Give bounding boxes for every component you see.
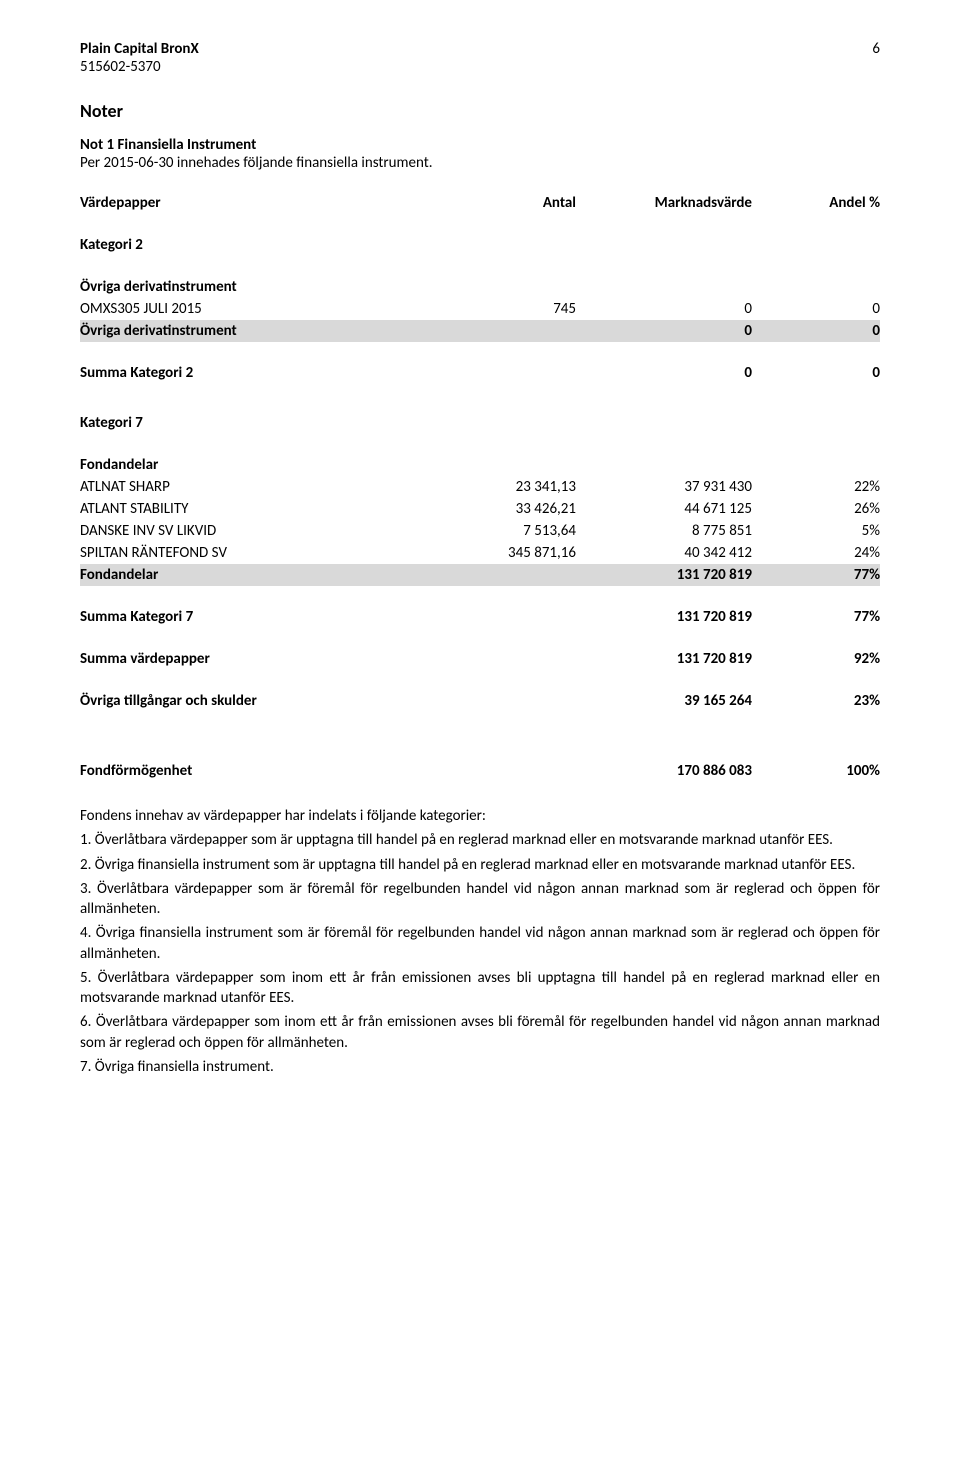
- cell-mv: 131 720 819: [576, 648, 752, 670]
- list-item: 6. Överlåtbara värdepapper som inom ett …: [80, 1012, 880, 1053]
- kat7-sum: Summa Kategori 7 131 720 819 77%: [80, 606, 880, 628]
- org-number: 515602-5370: [80, 58, 880, 76]
- cell-pct: 0: [752, 298, 880, 320]
- cell-pct: 77%: [752, 564, 880, 586]
- note1-sub: Per 2015-06-30 innehades följande finans…: [80, 154, 880, 172]
- col-marknadsvarde: Marknadsvärde: [576, 192, 752, 214]
- section-heading-noter: Noter: [80, 100, 880, 122]
- page: 6 Plain Capital BronX 515602-5370 Noter …: [0, 0, 960, 1141]
- table-row: SPILTAN RÄNTEFOND SV 345 871,16 40 342 4…: [80, 542, 880, 564]
- cell-name: ATLNAT SHARP: [80, 476, 448, 498]
- cell-name: DANSKE INV SV LIKVID: [80, 520, 448, 542]
- cell-name: Summa värdepapper: [80, 648, 448, 670]
- cell-mv: 0: [576, 362, 752, 384]
- cell-pct: 92%: [752, 648, 880, 670]
- categories-explainer: Fondens innehav av värdepapper har indel…: [80, 806, 880, 1077]
- kat7-group-header: Fondandelar: [80, 454, 880, 476]
- cell-name: Summa Kategori 7: [80, 606, 448, 628]
- table-header-row: Värdepapper Antal Marknadsvärde Andel %: [80, 192, 880, 214]
- summa-vardepapper: Summa värdepapper 131 720 819 92%: [80, 648, 880, 670]
- cell-pct: 24%: [752, 542, 880, 564]
- note1-title: Not 1 Finansiella Instrument: [80, 136, 880, 154]
- kat2-group-sum: Övriga derivatinstrument 0 0: [80, 320, 880, 342]
- cell-name: Övriga derivatinstrument: [80, 320, 448, 342]
- cell-antal: 23 341,13: [448, 476, 576, 498]
- doc-title: Plain Capital BronX: [80, 40, 880, 58]
- kat2-group-header: Övriga derivatinstrument: [80, 276, 880, 298]
- kat7-label: Kategori 7: [80, 412, 448, 434]
- col-vardepapper: Värdepapper: [80, 192, 448, 214]
- cell-antal: 345 871,16: [448, 542, 576, 564]
- cell-mv: 0: [576, 298, 752, 320]
- table-row: OMXS305 JULI 2015 745 0 0: [80, 298, 880, 320]
- cell-name: Summa Kategori 2: [80, 362, 448, 384]
- cell-antal: 745: [448, 298, 576, 320]
- cell-name: SPILTAN RÄNTEFOND SV: [80, 542, 448, 564]
- kat2-sum: Summa Kategori 2 0 0: [80, 362, 880, 384]
- cell-name: Fondförmögenhet: [80, 760, 448, 782]
- list-item: 5. Överlåtbara värdepapper som inom ett …: [80, 968, 880, 1009]
- cell-mv: 131 720 819: [576, 564, 752, 586]
- kat7-group-sum: Fondandelar 131 720 819 77%: [80, 564, 880, 586]
- cell-pct: 26%: [752, 498, 880, 520]
- cell-name: Fondandelar: [80, 564, 448, 586]
- cell-pct: 5%: [752, 520, 880, 542]
- table-row: ATLANT STABILITY 33 426,21 44 671 125 26…: [80, 498, 880, 520]
- ovriga-tillgangar: Övriga tillgångar och skulder 39 165 264…: [80, 690, 880, 712]
- list-item: 2. Övriga finansiella instrument som är …: [80, 855, 880, 875]
- table-row: DANSKE INV SV LIKVID 7 513,64 8 775 851 …: [80, 520, 880, 542]
- page-number: 6: [872, 40, 880, 58]
- list-item: 4. Övriga finansiella instrument som är …: [80, 923, 880, 964]
- cell-mv: 37 931 430: [576, 476, 752, 498]
- cell-pct: 23%: [752, 690, 880, 712]
- cell-mv: 8 775 851: [576, 520, 752, 542]
- kategori2-header: Kategori 2: [80, 234, 880, 256]
- cell-name: Övriga tillgångar och skulder: [80, 690, 448, 712]
- list-item: 7. Övriga finansiella instrument.: [80, 1057, 880, 1077]
- kat2-group-label: Övriga derivatinstrument: [80, 276, 448, 298]
- table-row: ATLNAT SHARP 23 341,13 37 931 430 22%: [80, 476, 880, 498]
- cell-mv: 44 671 125: [576, 498, 752, 520]
- cell-mv: 40 342 412: [576, 542, 752, 564]
- kat2-label: Kategori 2: [80, 234, 448, 256]
- kat7-group-label: Fondandelar: [80, 454, 448, 476]
- cell-mv: 0: [576, 320, 752, 342]
- cell-mv: 131 720 819: [576, 606, 752, 628]
- cell-pct: 100%: [752, 760, 880, 782]
- cell-mv: 39 165 264: [576, 690, 752, 712]
- col-antal: Antal: [448, 192, 576, 214]
- cell-pct: 0: [752, 320, 880, 342]
- cell-name: ATLANT STABILITY: [80, 498, 448, 520]
- cell-pct: 77%: [752, 606, 880, 628]
- intro-text: Fondens innehav av värdepapper har indel…: [80, 806, 880, 826]
- cell-name: OMXS305 JULI 2015: [80, 298, 448, 320]
- col-andel: Andel %: [752, 192, 880, 214]
- holdings-table: Värdepapper Antal Marknadsvärde Andel % …: [80, 192, 880, 782]
- cell-pct: 0: [752, 362, 880, 384]
- cell-pct: 22%: [752, 476, 880, 498]
- list-item: 1. Överlåtbara värdepapper som är upptag…: [80, 830, 880, 850]
- cell-antal: 33 426,21: [448, 498, 576, 520]
- list-item: 3. Överlåtbara värdepapper som är föremå…: [80, 879, 880, 920]
- fondformogenhet: Fondförmögenhet 170 886 083 100%: [80, 760, 880, 782]
- kategori7-header: Kategori 7: [80, 412, 880, 434]
- cell-antal: 7 513,64: [448, 520, 576, 542]
- cell-mv: 170 886 083: [576, 760, 752, 782]
